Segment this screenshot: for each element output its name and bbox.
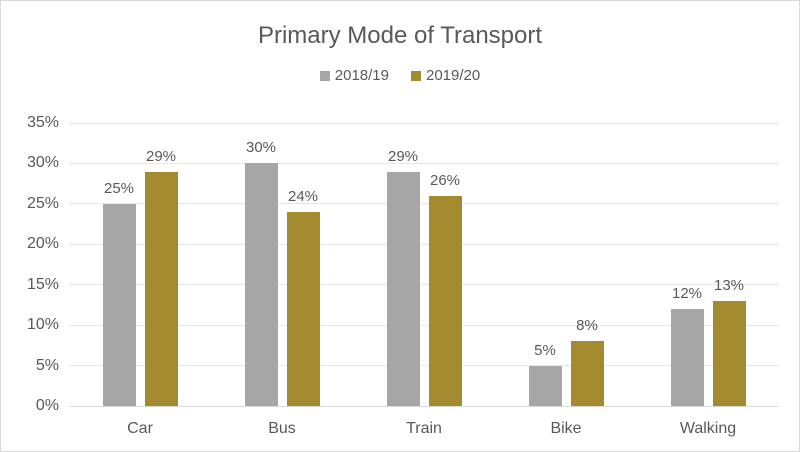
x-axis-line: [69, 405, 779, 407]
y-tick-label: 25%: [26, 194, 59, 212]
bar-2018-19-walking: [670, 308, 704, 406]
data-label-2019-20-bus: 24%: [287, 187, 319, 205]
legend-item-2018-19: 2018/19: [319, 67, 389, 84]
bar-2018-19-bike: [528, 365, 562, 406]
y-tick-label: 10%: [26, 316, 59, 334]
bar-2018-19-bus: [244, 163, 278, 406]
y-tick-label: 20%: [26, 235, 59, 253]
data-label-2018-19-train: 29%: [387, 147, 419, 165]
data-label-2019-20-train: 26%: [429, 171, 461, 189]
x-tick-label-walking: Walking: [679, 420, 737, 437]
y-tick-label: 5%: [35, 356, 59, 374]
gridline: [69, 203, 779, 205]
gridline: [69, 284, 779, 286]
bar-2019-20-train: [428, 195, 462, 406]
legend-label: 2018/19: [334, 67, 389, 84]
gridline: [69, 365, 779, 367]
data-label-2019-20-walking: 13%: [713, 276, 745, 294]
x-tick-label-bus: Bus: [268, 420, 296, 437]
data-label-2018-19-car: 25%: [103, 179, 135, 197]
bar-2018-19-train: [386, 171, 420, 406]
data-label-2018-19-walking: 12%: [671, 284, 703, 302]
legend-label: 2019/20: [426, 67, 481, 84]
x-tick-label-car: Car: [127, 420, 153, 437]
bar-2019-20-bike: [570, 341, 604, 406]
y-tick-label: 15%: [26, 275, 59, 293]
legend: 2018/19 2019/20: [1, 67, 799, 84]
y-tick-label: 30%: [26, 154, 59, 172]
gridline: [69, 122, 779, 124]
bar-2019-20-bus: [286, 211, 320, 406]
bar-2019-20-walking: [712, 300, 746, 406]
legend-item-2019-20: 2019/20: [411, 67, 480, 84]
data-label-2018-19-bike: 5%: [534, 341, 556, 359]
bar-2018-19-car: [102, 203, 136, 406]
x-tick-label-bike: Bike: [550, 420, 582, 437]
legend-swatch: [411, 70, 421, 81]
y-tick-label: 35%: [26, 114, 59, 131]
y-tick-label: 0%: [35, 397, 59, 414]
x-tick-label-train: Train: [406, 420, 442, 437]
data-label-2019-20-car: 29%: [145, 147, 177, 165]
bar-2019-20-car: [144, 171, 178, 406]
gridline: [69, 324, 779, 326]
data-label-2019-20-bike: 8%: [576, 317, 598, 335]
gridline: [69, 162, 779, 164]
gridline: [69, 243, 779, 245]
data-label-2018-19-bus: 30%: [245, 139, 277, 157]
legend-swatch: [319, 70, 330, 81]
chart-title: Primary Mode of Transport: [257, 22, 543, 49]
